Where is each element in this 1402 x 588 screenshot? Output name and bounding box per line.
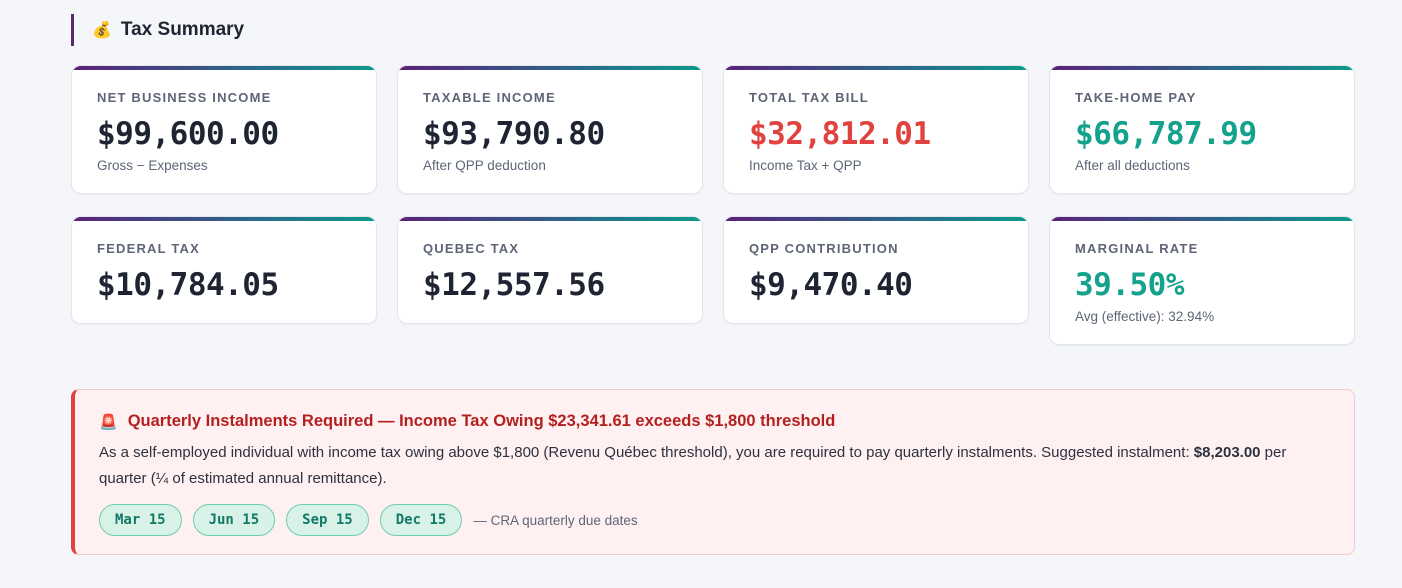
card-label: TOTAL TAX BILL <box>749 90 869 105</box>
card-quebec-tax: QUEBEC TAX $12,557.56 <box>397 216 703 324</box>
card-qpp-contribution: QPP CONTRIBUTION $9,470.40 <box>723 216 1029 324</box>
card-subtext: Income Tax + QPP <box>749 158 862 173</box>
card-marginal-rate: MARGINAL RATE 39.50% Avg (effective): 32… <box>1049 216 1355 345</box>
card-value: $99,600.00 <box>97 116 279 152</box>
instalment-alert: 🚨 Quarterly Instalments Required — Incom… <box>71 389 1355 555</box>
card-taxable-income: TAXABLE INCOME $93,790.80 After QPP dedu… <box>397 65 703 194</box>
due-dates-note: — CRA quarterly due dates <box>473 512 638 528</box>
alert-body: As a self-employed individual with incom… <box>99 440 1330 492</box>
due-date-pill: Jun 15 <box>192 504 276 536</box>
alert-title-row: 🚨 Quarterly Instalments Required — Incom… <box>99 412 1330 431</box>
section-header: 💰 Tax Summary <box>71 14 244 46</box>
card-subtext: After all deductions <box>1075 158 1190 173</box>
card-label: FEDERAL TAX <box>97 241 201 256</box>
summary-grid: NET BUSINESS INCOME $99,600.00 Gross − E… <box>71 65 1355 345</box>
due-date-pill: Dec 15 <box>379 504 463 536</box>
card-label: NET BUSINESS INCOME <box>97 90 272 105</box>
card-federal-tax: FEDERAL TAX $10,784.05 <box>71 216 377 324</box>
card-value: $93,790.80 <box>423 116 605 152</box>
card-take-home-pay: TAKE-HOME PAY $66,787.99 After all deduc… <box>1049 65 1355 194</box>
card-value: $32,812.01 <box>749 116 931 152</box>
card-value: $66,787.99 <box>1075 116 1257 152</box>
alert-heading: Quarterly Instalments Required — Income … <box>127 412 836 430</box>
card-subtext: Gross − Expenses <box>97 158 208 173</box>
card-value: $9,470.40 <box>749 267 913 303</box>
card-label: TAXABLE INCOME <box>423 90 556 105</box>
card-value: 39.50% <box>1075 267 1184 303</box>
due-date-pill: Mar 15 <box>99 504 182 536</box>
section-title: Tax Summary <box>120 19 245 40</box>
card-label: TAKE-HOME PAY <box>1075 90 1197 105</box>
card-label: QPP CONTRIBUTION <box>749 241 899 256</box>
due-dates: Mar 15 Jun 15 Sep 15 Dec 15 — CRA quarte… <box>99 504 1330 536</box>
alert-body-text-end: per quarter (¼ of estimated annual remit… <box>99 444 1287 487</box>
money-bag-icon: 💰 <box>92 22 112 39</box>
alert-body-amount: $8,203.00 <box>1193 444 1261 461</box>
card-label: QUEBEC TAX <box>423 241 520 256</box>
card-subtext: After QPP deduction <box>423 158 546 173</box>
card-label: MARGINAL RATE <box>1075 241 1199 256</box>
due-date-pill: Sep 15 <box>286 504 369 536</box>
siren-icon: 🚨 <box>99 413 118 431</box>
alert-body-text: As a self-employed individual with incom… <box>99 444 1194 461</box>
card-net-business-income: NET BUSINESS INCOME $99,600.00 Gross − E… <box>71 65 377 194</box>
card-value: $10,784.05 <box>97 267 279 303</box>
card-value: $12,557.56 <box>423 267 605 303</box>
card-total-tax-bill: TOTAL TAX BILL $32,812.01 Income Tax + Q… <box>723 65 1029 194</box>
card-subtext: Avg (effective): 32.94% <box>1075 309 1215 324</box>
